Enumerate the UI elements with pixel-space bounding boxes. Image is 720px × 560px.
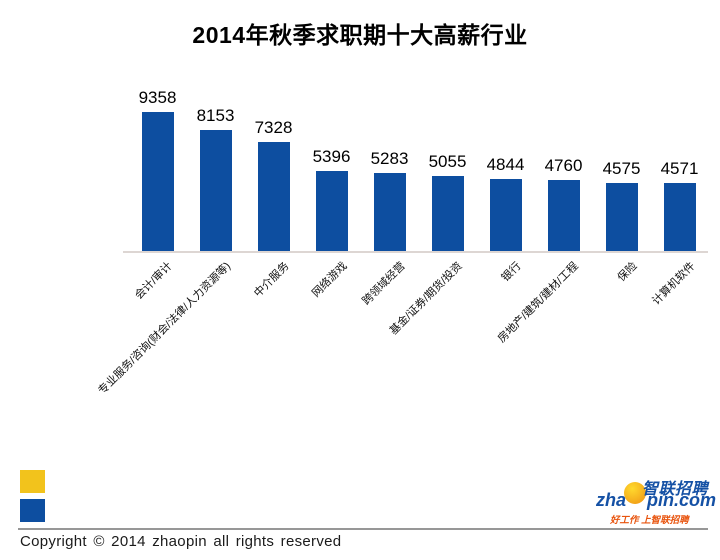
bar-value-label: 4575 xyxy=(602,159,641,178)
category-label: 保险 xyxy=(615,260,640,285)
bar-10 xyxy=(663,183,696,251)
bar-value-label: 5055 xyxy=(428,152,467,171)
category-label: 网络游戏 xyxy=(309,260,350,300)
category-label: 跨领域经营 xyxy=(359,260,408,308)
category-label: 银行 xyxy=(499,260,524,285)
legend-swatch-yellow xyxy=(20,470,45,493)
category-label: 中介服务 xyxy=(251,260,292,300)
bar-7 xyxy=(489,179,522,251)
bar-9 xyxy=(605,183,638,251)
copyright-text: Copyright © 2014 zhaopin all rights rese… xyxy=(20,533,342,550)
category-label: 会计/审计 xyxy=(133,260,176,302)
bar-value-label: 5396 xyxy=(312,147,351,166)
logo-brand-cn: 智联招聘 xyxy=(641,481,708,498)
bar-value-label: 5283 xyxy=(370,149,409,168)
bar-value-label: 4760 xyxy=(544,156,583,175)
bar-value-label: 4844 xyxy=(486,155,525,174)
category-label: 计算机软件 xyxy=(649,260,698,308)
chart-title: 2014年秋季求职期十大高薪行业 xyxy=(192,22,528,48)
bar-2 xyxy=(199,130,232,251)
logo-domain-prefix: zha xyxy=(596,490,627,510)
bar-8 xyxy=(547,180,580,251)
bar-value-label: 7328 xyxy=(254,118,293,137)
x-axis-line xyxy=(123,251,708,253)
logo-domain-suffix: pin.com xyxy=(647,490,717,510)
footer-divider xyxy=(18,528,708,530)
zhaopin-logo: 智联招聘 zha pin.com 好工作 上智联招聘 xyxy=(595,467,717,526)
bar-value-label: 9358 xyxy=(138,88,177,107)
bar-4 xyxy=(315,171,348,251)
bar-value-label: 4571 xyxy=(660,159,699,178)
bar-5 xyxy=(373,173,406,251)
bar-3 xyxy=(257,142,290,251)
logo-dot-icon xyxy=(624,482,646,504)
bar-6 xyxy=(431,176,464,251)
logo-tagline: 好工作 上智联招聘 xyxy=(610,515,689,526)
bar-1 xyxy=(141,112,174,251)
bar-value-label: 8153 xyxy=(196,106,235,125)
legend-swatch-blue xyxy=(20,499,45,522)
